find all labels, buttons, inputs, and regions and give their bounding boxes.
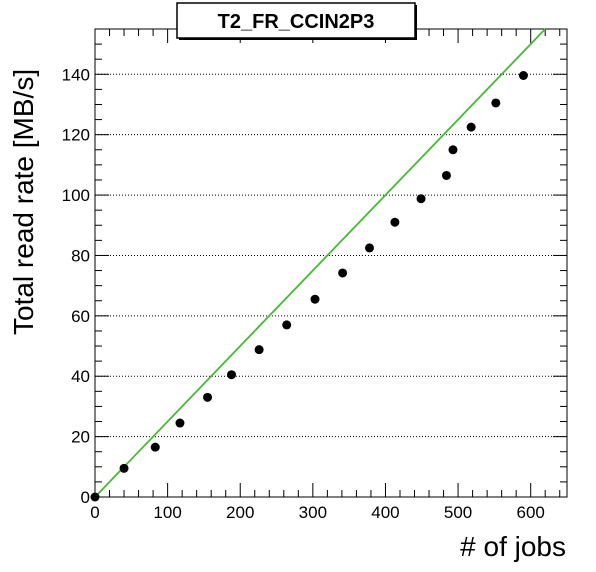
y-tick-label: 40 [71, 367, 90, 386]
data-point [90, 492, 100, 502]
y-tick-label: 0 [81, 488, 90, 507]
data-point [119, 463, 129, 473]
fit-line [94, 28, 546, 498]
fit-line-group [94, 28, 546, 498]
data-point [448, 145, 458, 155]
data-point [390, 217, 400, 227]
data-point [203, 392, 213, 402]
chart-title-box: T2_FR_CCIN2P3 [176, 2, 417, 40]
chart-title: T2_FR_CCIN2P3 [218, 11, 375, 33]
data-point [150, 442, 160, 452]
data-point [518, 70, 528, 80]
x-tick-label: 400 [371, 503, 399, 522]
x-tick-label: 100 [153, 503, 181, 522]
y-tick-label: 100 [62, 186, 90, 205]
x-tick-label: 600 [517, 503, 545, 522]
x-axis-title: # of jobs [460, 531, 566, 562]
y-tick-label: 140 [62, 65, 90, 84]
y-tick-label: 120 [62, 126, 90, 145]
y-tick-label: 60 [71, 307, 90, 326]
data-point [227, 370, 237, 380]
data-point [175, 418, 185, 428]
x-tick-label: 500 [444, 503, 472, 522]
data-point [491, 98, 501, 108]
data-point [416, 194, 426, 204]
data-points [90, 70, 528, 502]
x-tick-label: 300 [299, 503, 327, 522]
data-point [441, 170, 451, 180]
data-point [310, 294, 320, 304]
x-tick-label: 200 [226, 503, 254, 522]
x-tick-label: 0 [90, 503, 99, 522]
data-point [466, 122, 476, 132]
data-point [338, 268, 348, 278]
tick-labels: 0 20 40 60 80 100 120 140 0 100 200 300 400 500 600 [62, 65, 545, 522]
data-point [364, 243, 374, 253]
y-axis-title: Total read rate [MB/s] [8, 69, 39, 335]
data-point [282, 320, 292, 330]
data-point [254, 345, 264, 355]
grid-lines [95, 73, 567, 438]
y-tick-label: 80 [71, 246, 90, 265]
y-tick-label: 20 [71, 428, 90, 447]
